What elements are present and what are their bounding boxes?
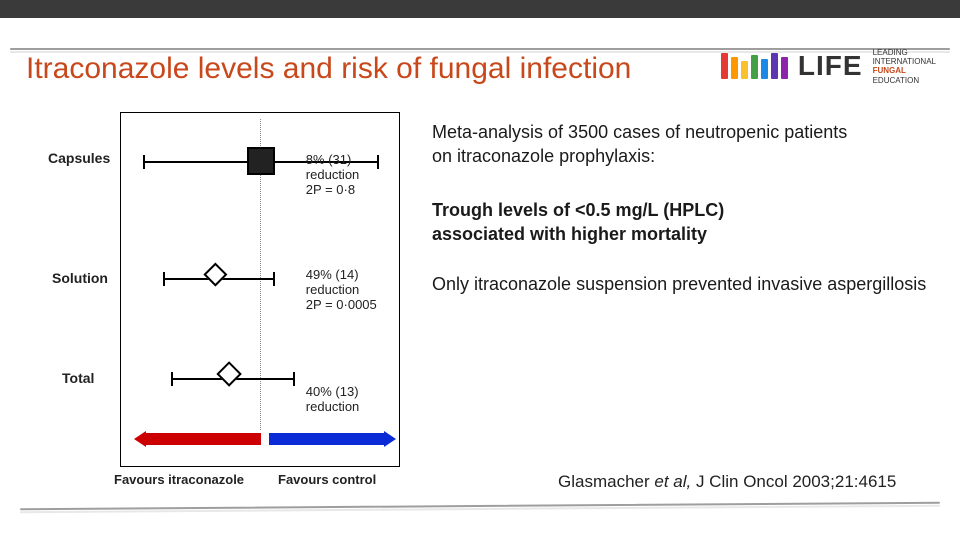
axis-label-left: Favours itraconazole: [114, 472, 244, 487]
logo-main: LIFE: [798, 50, 863, 82]
slide-title: Itraconazole levels and risk of fungal i…: [26, 52, 631, 86]
logo: LIFE LEADINGINTERNATIONALFUNGALEDUCATION: [721, 48, 936, 85]
logo-sub: LEADINGINTERNATIONALFUNGALEDUCATION: [873, 48, 936, 85]
bullet-1: Meta-analysis of 3500 cases of neutropen…: [432, 120, 862, 169]
row-label-solution: Solution: [52, 270, 108, 286]
slide: Itraconazole levels and risk of fungal i…: [0, 0, 960, 540]
citation-author: Glasmacher: [558, 472, 654, 491]
top-bar: [0, 0, 960, 18]
divider-bottom: [20, 502, 940, 510]
row-label-total: Total: [62, 370, 94, 386]
forest-plot: 8% (31)reduction2P = 0·849% (14)reductio…: [120, 112, 400, 467]
row-label-capsules: Capsules: [48, 150, 110, 166]
bullet-3: Only itraconazole suspension prevented i…: [432, 272, 952, 296]
citation-rest: J Clin Oncol 2003;21:4615: [691, 472, 896, 491]
citation: Glasmacher et al, J Clin Oncol 2003;21:4…: [558, 472, 896, 492]
logo-bars: [721, 53, 788, 79]
bullet-2: Trough levels of <0.5 mg/L (HPLC) associ…: [432, 198, 812, 247]
citation-etal: et al,: [654, 472, 691, 491]
axis-label-right: Favours control: [278, 472, 376, 487]
